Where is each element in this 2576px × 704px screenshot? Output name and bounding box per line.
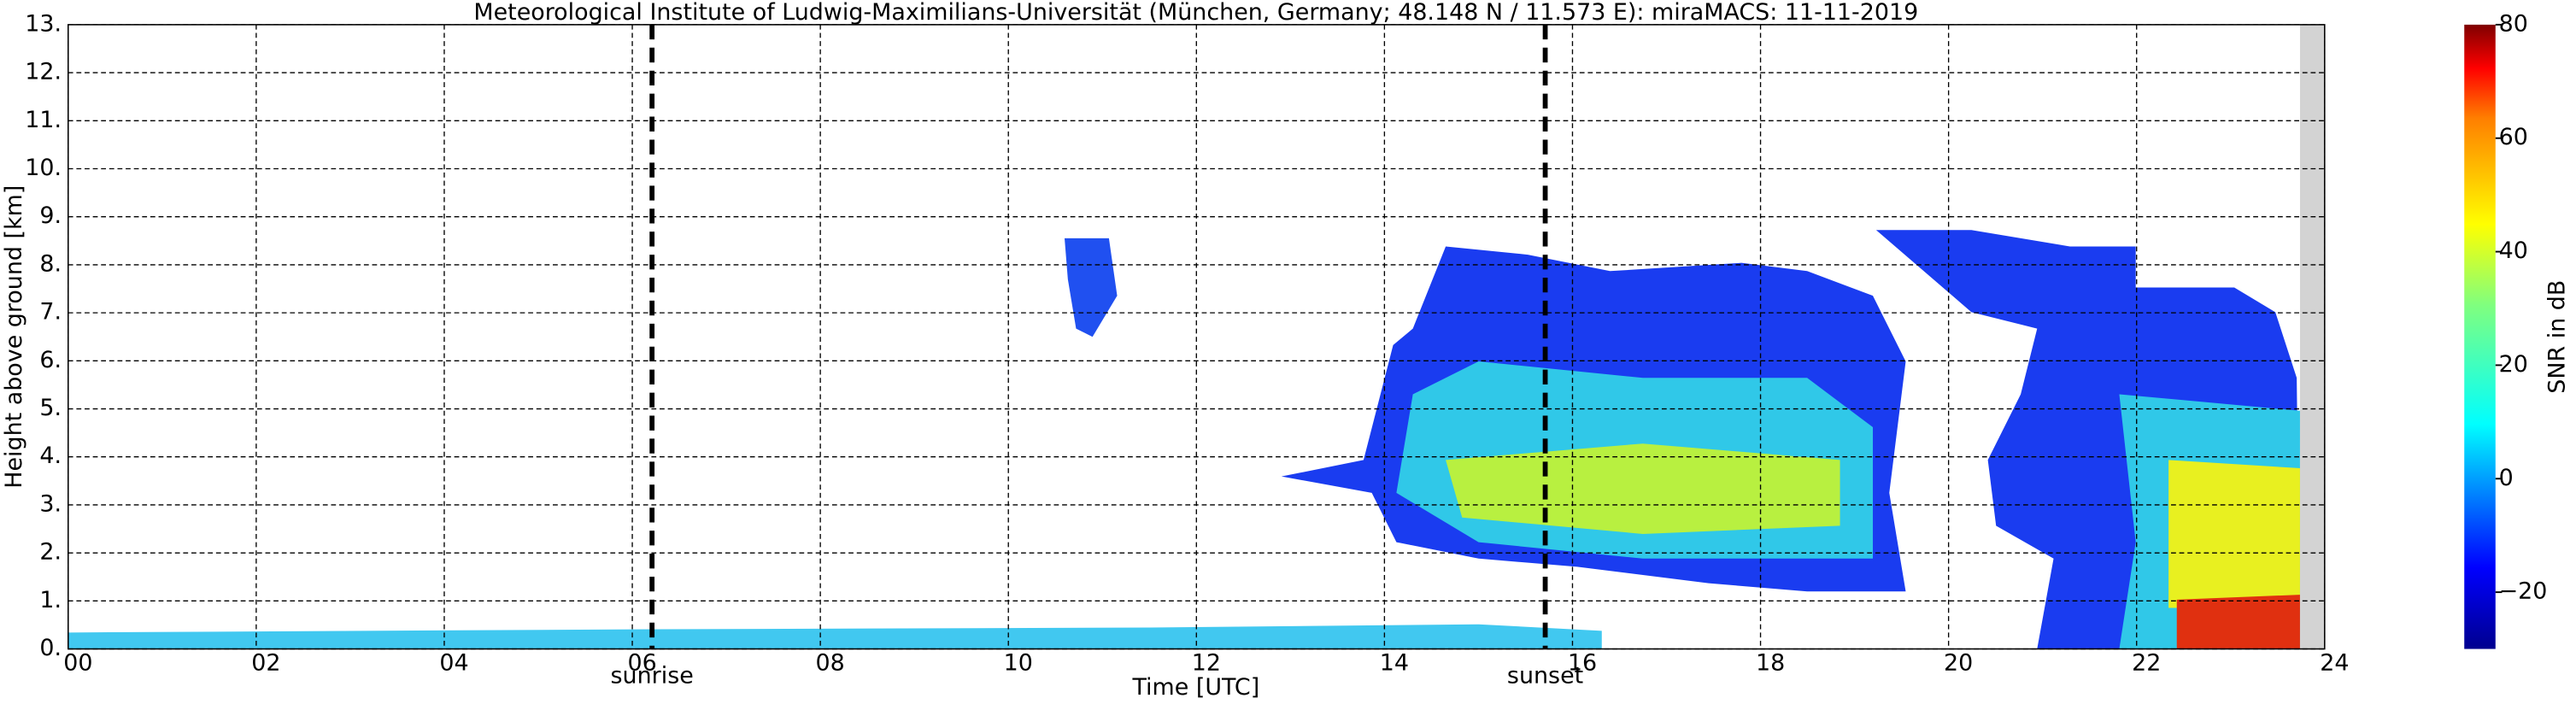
colorbar	[2464, 24, 2496, 649]
echo	[67, 624, 1602, 649]
radar-echoes	[67, 24, 2325, 649]
y-tick-label: 10.	[25, 155, 62, 181]
x-tick-label: 24	[2320, 649, 2349, 676]
echo	[2176, 595, 2300, 649]
x-tick-label: 08	[816, 649, 845, 676]
echo	[1064, 238, 1118, 337]
y-tick-label: 8.	[39, 250, 62, 277]
colorbar-tick-label: 0	[2499, 465, 2514, 491]
x-tick-label: 02	[251, 649, 280, 676]
y-tick-label: 7.	[39, 299, 62, 326]
y-tick-label: 4.	[39, 443, 62, 469]
annotation-label: sunrise	[611, 663, 694, 689]
y-tick-label: 9.	[39, 202, 62, 229]
y-tick-label: 3.	[39, 490, 62, 517]
y-tick-label: 12.	[25, 59, 62, 85]
no-data-band	[2299, 24, 2325, 649]
y-tick-label: 0.	[39, 635, 62, 661]
y-tick-label: 11.	[25, 107, 62, 133]
colorbar-tick-label: 40	[2499, 238, 2528, 264]
colorbar-tick-label: 60	[2499, 124, 2528, 150]
colorbar-label: SNR in dB	[2544, 280, 2570, 394]
y-tick-label: 1.	[39, 587, 62, 613]
colorbar-tick-label: 80	[2499, 10, 2528, 37]
chart-title: Meteorological Institute of Ludwig-Maxim…	[473, 0, 1918, 26]
colorbar-tick-label: −20	[2499, 578, 2548, 605]
x-tick-label: 10	[1004, 649, 1033, 676]
x-tick-label: 06	[627, 649, 656, 676]
x-tick-label: 04	[439, 649, 468, 676]
x-tick-label: 14	[1380, 649, 1409, 676]
y-tick-label: 5.	[39, 395, 62, 421]
x-tick-label: 20	[1944, 649, 1973, 676]
x-tick-label: 22	[2132, 649, 2161, 676]
x-tick-label: 18	[1756, 649, 1785, 676]
x-tick-label: 00	[63, 649, 92, 676]
y-tick-label: 6.	[39, 347, 62, 373]
x-tick-label: 16	[1568, 649, 1597, 676]
y-tick-label: 13.	[25, 10, 62, 37]
x-tick-label: 12	[1192, 649, 1221, 676]
colorbar-tick-label: 20	[2499, 351, 2528, 378]
y-tick-label: 2.	[39, 539, 62, 566]
annotation-label: sunset	[1507, 663, 1583, 689]
echo	[2168, 460, 2300, 608]
y-axis-label: Height above ground [km]	[1, 185, 27, 489]
x-axis-label: Time [UTC]	[1131, 674, 1259, 701]
